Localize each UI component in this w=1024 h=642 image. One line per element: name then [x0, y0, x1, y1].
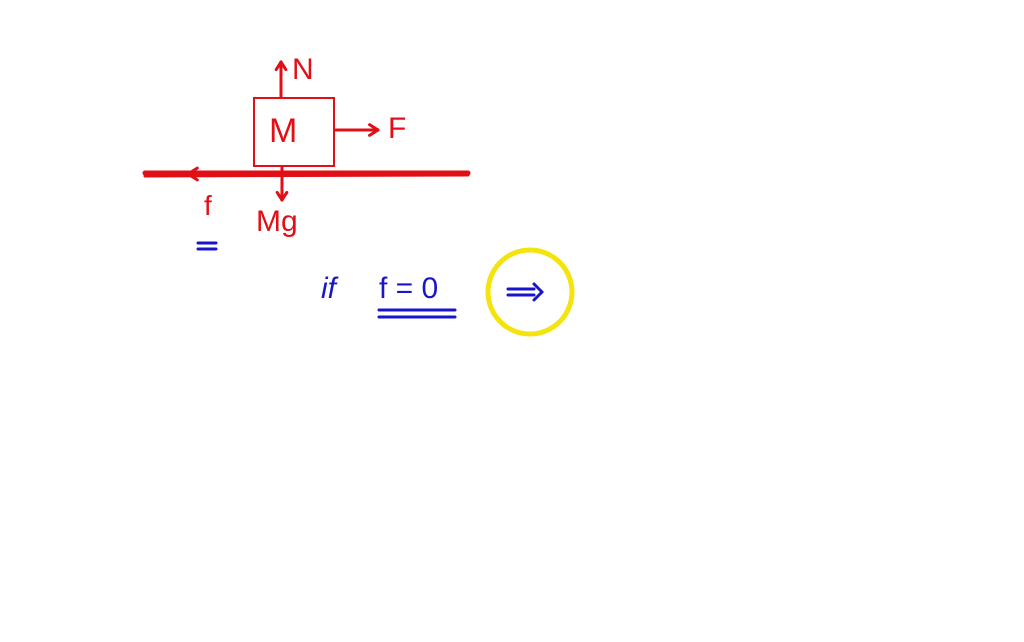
diagram-canvas: M N F Mg f if f = 0 — [0, 0, 1024, 642]
if-text: if — [321, 274, 336, 304]
friction-label: f — [204, 192, 212, 220]
friction-zero-text: f = 0 — [379, 274, 438, 304]
mass-label: M — [269, 114, 297, 148]
normal-force-label: N — [292, 55, 314, 85]
weight-label: Mg — [256, 207, 298, 237]
applied-force-label: F — [388, 114, 406, 144]
svg-layer — [0, 0, 1024, 642]
